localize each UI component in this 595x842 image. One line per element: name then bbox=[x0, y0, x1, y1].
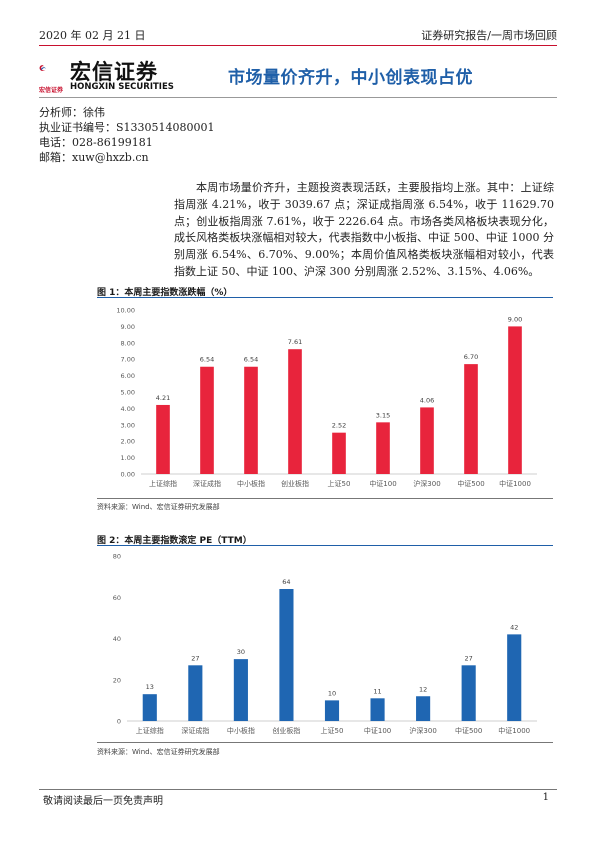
header-divider bbox=[39, 45, 557, 46]
title-divider bbox=[39, 97, 557, 98]
company-logo-icon bbox=[39, 65, 46, 71]
report-category: 证券研究报告/一周市场回顾 bbox=[421, 29, 557, 42]
logo-small-text: 宏信证券 bbox=[39, 87, 64, 94]
bar bbox=[464, 364, 478, 474]
bar bbox=[142, 694, 157, 721]
y-tick-label: 3.00 bbox=[121, 421, 135, 429]
bar-value-label: 4.21 bbox=[156, 394, 170, 402]
x-tick-label: 中小板指 bbox=[227, 726, 255, 735]
figure1-top-rule bbox=[97, 297, 553, 298]
y-tick-label: 10.00 bbox=[116, 307, 135, 315]
figure2-top-rule bbox=[97, 545, 553, 546]
bar-value-label: 10 bbox=[328, 689, 336, 697]
summary-paragraph: 本周市场量价齐升，主题投资表现活跃，主要股指均上涨。其中：上证综指周涨 4.21… bbox=[174, 181, 554, 278]
x-tick-label: 沪深300 bbox=[409, 726, 436, 735]
bar-value-label: 6.70 bbox=[464, 353, 478, 361]
x-tick-label: 创业板指 bbox=[281, 479, 309, 488]
y-tick-label: 0.00 bbox=[121, 471, 135, 479]
report-date: 2020 年 02 月 21 日 bbox=[39, 29, 146, 42]
analyst-email[interactable]: 邮箱：xuw@hxzb.cn bbox=[39, 151, 149, 164]
x-tick-label: 中小板指 bbox=[237, 479, 265, 488]
y-tick-label: 1.00 bbox=[121, 454, 135, 462]
bar bbox=[332, 432, 346, 474]
bar-value-label: 30 bbox=[237, 648, 245, 656]
y-tick-label: 2.00 bbox=[121, 438, 135, 446]
bar-value-label: 64 bbox=[282, 578, 290, 586]
x-tick-label: 深证成指 bbox=[181, 726, 209, 735]
bar bbox=[288, 349, 302, 474]
x-tick-label: 中证500 bbox=[455, 726, 482, 735]
bar-value-label: 27 bbox=[191, 654, 199, 662]
y-tick-label: 5.00 bbox=[121, 389, 135, 397]
x-tick-label: 上证综指 bbox=[136, 726, 164, 735]
bar-value-label: 7.61 bbox=[288, 338, 302, 346]
logo-name-cn: 宏信证券 bbox=[70, 60, 158, 84]
logo-name-en: HONGXIN SECURITIES bbox=[70, 82, 174, 92]
figure1-chart: 0.00 1.00 2.00 3.00 4.00 5.00 6.00 7.00 8.00 9.00… bbox=[116, 307, 537, 488]
figure1-title: 图 1：本周主要指数涨跌幅（%） bbox=[97, 288, 233, 298]
y-tick-label: 0 bbox=[117, 718, 121, 726]
figure2-bottom-rule bbox=[97, 742, 553, 743]
footer-disclaimer[interactable]: 敬请阅读最后一页免责声明 bbox=[43, 796, 163, 807]
bar bbox=[461, 665, 476, 721]
x-tick-label: 上证50 bbox=[328, 479, 351, 488]
y-tick-label: 80 bbox=[113, 553, 121, 561]
x-tick-label: 中证500 bbox=[457, 479, 484, 488]
bar-value-label: 6.54 bbox=[200, 356, 214, 364]
figure2-chart: 0 20 40 60 80 13 上证综指 27 深证成指 30 中小板指 64 创业板指 10 上证50 1… bbox=[113, 553, 537, 735]
bar bbox=[233, 659, 248, 721]
footer-divider bbox=[39, 789, 557, 790]
figure1-bottom-rule bbox=[97, 498, 553, 499]
y-tick-label: 20 bbox=[113, 676, 121, 684]
x-tick-label: 创业板指 bbox=[272, 726, 300, 735]
bar bbox=[420, 407, 434, 474]
bar-value-label: 6.54 bbox=[244, 356, 258, 364]
y-tick-label: 9.00 bbox=[121, 323, 135, 331]
x-tick-label: 中证100 bbox=[364, 726, 391, 735]
bar bbox=[416, 696, 431, 721]
y-tick-label: 60 bbox=[113, 594, 121, 602]
bar bbox=[156, 404, 170, 474]
x-tick-label: 上证50 bbox=[321, 726, 344, 735]
analyst-name: 分析师：徐伟 bbox=[39, 106, 105, 119]
y-tick-label: 4.00 bbox=[121, 405, 135, 413]
x-tick-label: 中证1000 bbox=[498, 726, 530, 735]
analyst-license: 执业证书编号：S1330514080001 bbox=[39, 121, 215, 134]
bar-value-label: 11 bbox=[373, 687, 381, 695]
y-tick-label: 7.00 bbox=[121, 356, 135, 364]
y-tick-label: 6.00 bbox=[121, 372, 135, 380]
bar bbox=[324, 700, 340, 721]
bar-value-label: 12 bbox=[419, 685, 427, 693]
x-tick-label: 沪深300 bbox=[413, 479, 440, 488]
bar bbox=[244, 366, 258, 474]
bar bbox=[188, 665, 203, 721]
bar bbox=[200, 366, 214, 474]
bar-value-label: 42 bbox=[510, 623, 518, 631]
figure2-title: 图 2：本周主要指数滚定 PE（TTM） bbox=[97, 536, 252, 546]
figure1-source: 资料来源：Wind、宏信证券研究发展部 bbox=[97, 503, 220, 511]
figure2-source: 资料来源：Wind、宏信证券研究发展部 bbox=[97, 748, 220, 756]
bar bbox=[376, 422, 390, 474]
bar bbox=[508, 326, 522, 474]
x-tick-label: 中证1000 bbox=[499, 479, 531, 488]
bar bbox=[279, 589, 294, 721]
bar-value-label: 4.06 bbox=[420, 396, 434, 404]
bar bbox=[507, 634, 522, 721]
x-tick-label: 上证综指 bbox=[149, 479, 177, 488]
bar bbox=[370, 698, 385, 721]
report-title: 市场量价齐升，中小创表现占优 bbox=[228, 68, 473, 88]
bar-value-label: 3.15 bbox=[376, 411, 390, 419]
bar-value-label: 27 bbox=[465, 654, 473, 662]
x-tick-label: 中证100 bbox=[369, 479, 396, 488]
bar-value-label: 9.00 bbox=[508, 315, 522, 323]
x-tick-label: 深证成指 bbox=[193, 479, 221, 488]
bar-value-label: 2.52 bbox=[332, 422, 346, 430]
analyst-phone: 电话：028-86199181 bbox=[39, 136, 153, 149]
y-tick-label: 40 bbox=[113, 635, 121, 643]
y-tick-label: 8.00 bbox=[121, 339, 135, 347]
page-number: 1 bbox=[542, 792, 549, 803]
bar-value-label: 13 bbox=[146, 683, 154, 691]
